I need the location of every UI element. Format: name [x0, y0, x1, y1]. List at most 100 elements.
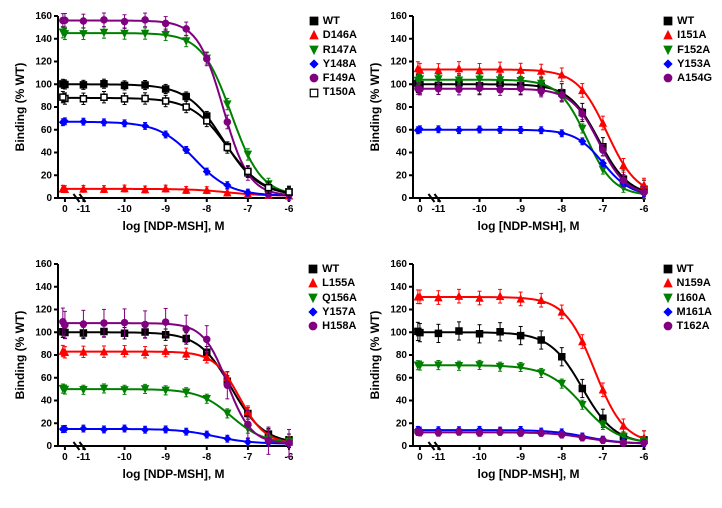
svg-text:Binding (% WT): Binding (% WT): [13, 63, 27, 152]
svg-text:-7: -7: [243, 452, 252, 463]
legend-item: A154G: [663, 71, 712, 85]
svg-text:-11: -11: [431, 204, 445, 215]
svg-text:log [NDP-MSH], M: log [NDP-MSH], M: [478, 467, 580, 481]
svg-text:-10: -10: [472, 452, 487, 463]
svg-text:-10: -10: [472, 204, 487, 215]
plot-area-3: 0204060801001201401600-11-10-9-8-7-6log …: [10, 258, 306, 498]
svg-text:-11: -11: [76, 204, 90, 215]
svg-text:log [NDP-MSH], M: log [NDP-MSH], M: [478, 219, 580, 233]
svg-text:20: 20: [396, 170, 408, 181]
legend-label: R147A: [323, 43, 357, 57]
svg-text:-10: -10: [117, 452, 132, 463]
svg-text:-10: -10: [117, 204, 132, 215]
svg-text:0: 0: [46, 193, 52, 204]
legend-item: WT: [308, 262, 357, 276]
svg-text:Binding (% WT): Binding (% WT): [368, 311, 382, 400]
svg-text:Binding (% WT): Binding (% WT): [13, 311, 27, 400]
svg-text:100: 100: [390, 327, 407, 338]
svg-text:-9: -9: [516, 452, 525, 463]
legend-item: F152A: [663, 43, 712, 57]
figure-grid: 0 20 40 60 80 100 120 140 160 0 -11 -10 -9 -8 -7 -6 log …: [10, 10, 712, 498]
svg-text:-8: -8: [557, 204, 566, 215]
legend-item: H158A: [308, 319, 357, 333]
svg-text:60: 60: [41, 125, 53, 136]
svg-text:log [NDP-MSH], M: log [NDP-MSH], M: [123, 467, 225, 481]
legend-label: T150A: [323, 85, 356, 99]
legend-item: WT: [663, 14, 712, 28]
svg-text:40: 40: [396, 396, 408, 407]
svg-text:-7: -7: [598, 204, 607, 215]
svg-text:80: 80: [396, 350, 408, 361]
svg-text:120: 120: [35, 57, 52, 68]
svg-text:40: 40: [396, 148, 408, 159]
legend-label: F152A: [677, 43, 710, 57]
svg-text:-8: -8: [202, 452, 211, 463]
svg-text:Binding (% WT): Binding (% WT): [368, 63, 382, 152]
legend-2: WT I151A F152A Y153A A154G: [661, 10, 712, 250]
panel-3: 0204060801001201401600-11-10-9-8-7-6log …: [10, 258, 357, 498]
svg-text:0: 0: [417, 204, 423, 215]
svg-text:0: 0: [401, 193, 407, 204]
svg-text:0: 0: [62, 452, 68, 463]
legend-label: WT: [322, 262, 339, 276]
panel-1: 0204060801001201401600-11-10-9-8-7-6log …: [10, 10, 357, 250]
legend-label: I160A: [677, 291, 706, 305]
svg-text:140: 140: [390, 34, 407, 45]
svg-text:-11: -11: [431, 452, 445, 463]
legend-item: I160A: [663, 291, 712, 305]
svg-text:0: 0: [401, 441, 407, 452]
plot-area-1: 0204060801001201401600-11-10-9-8-7-6log …: [10, 10, 307, 250]
legend-item: F149A: [309, 71, 357, 85]
svg-text:80: 80: [396, 102, 408, 113]
panel-4: 0204060801001201401600-11-10-9-8-7-6log …: [365, 258, 712, 498]
legend-label: A154G: [677, 71, 712, 85]
legend-4: WT N159A I160A M161A T162A: [661, 258, 712, 498]
legend-item: R147A: [309, 43, 357, 57]
legend-label: Y157A: [322, 305, 356, 319]
svg-text:40: 40: [41, 148, 53, 159]
svg-text:0: 0: [62, 204, 68, 215]
svg-text:-11: -11: [76, 452, 90, 463]
plot-area-2: 0204060801001201401600-11-10-9-8-7-6log …: [365, 10, 661, 250]
svg-text:0: 0: [46, 441, 52, 452]
legend-label: WT: [677, 14, 694, 28]
svg-text:140: 140: [390, 282, 407, 293]
svg-text:100: 100: [35, 327, 52, 338]
svg-text:log [NDP-MSH], M: log [NDP-MSH], M: [123, 219, 225, 233]
svg-text:-6: -6: [285, 204, 294, 215]
svg-text:160: 160: [35, 259, 52, 270]
legend-item: L155A: [308, 276, 357, 290]
svg-text:60: 60: [396, 373, 408, 384]
svg-text:60: 60: [396, 125, 408, 136]
svg-text:-6: -6: [640, 204, 649, 215]
legend-label: H158A: [322, 319, 356, 333]
legend-label: I151A: [677, 28, 706, 42]
svg-text:100: 100: [390, 79, 407, 90]
svg-text:160: 160: [35, 11, 52, 22]
svg-text:-6: -6: [640, 452, 649, 463]
svg-text:0: 0: [417, 452, 423, 463]
svg-text:20: 20: [41, 418, 53, 429]
svg-text:120: 120: [390, 305, 407, 316]
legend-item: D146A: [309, 28, 357, 42]
legend-item: T150A: [309, 85, 357, 99]
legend-item: T162A: [663, 319, 712, 333]
svg-text:-9: -9: [161, 452, 170, 463]
svg-text:-9: -9: [516, 204, 525, 215]
svg-text:160: 160: [390, 259, 407, 270]
svg-text:60: 60: [41, 373, 53, 384]
svg-text:80: 80: [41, 350, 53, 361]
svg-text:-9: -9: [161, 204, 170, 215]
legend-label: WT: [677, 262, 694, 276]
legend-label: T162A: [677, 319, 710, 333]
legend-item: Q156A: [308, 291, 357, 305]
legend-1: WT D146A R147A Y148A F149A T150A: [307, 10, 357, 250]
svg-text:140: 140: [35, 34, 52, 45]
svg-text:120: 120: [390, 57, 407, 68]
legend-label: L155A: [322, 276, 355, 290]
svg-text:80: 80: [41, 102, 53, 113]
legend-label: M161A: [677, 305, 712, 319]
plot-area-4: 0204060801001201401600-11-10-9-8-7-6log …: [365, 258, 661, 498]
svg-text:-8: -8: [202, 204, 211, 215]
legend-item: Y148A: [309, 57, 357, 71]
